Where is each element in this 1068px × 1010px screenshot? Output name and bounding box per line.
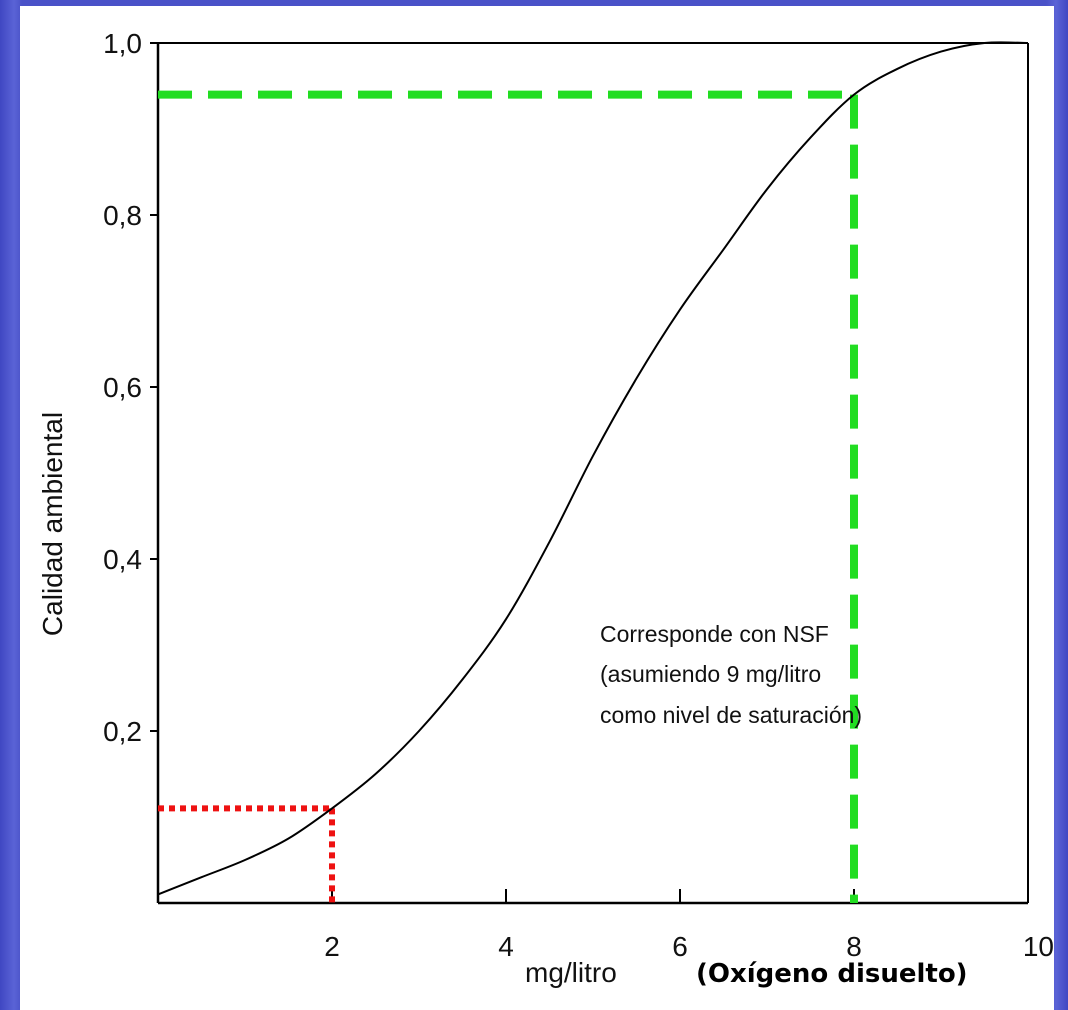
y-tick-label-1: 0,4 — [103, 544, 142, 575]
x-tick-label-4: 10 — [1023, 931, 1054, 962]
y-axis-title: Calidad ambiental — [37, 412, 68, 636]
x-axis-subtitle: (Oxígeno disuelto) — [696, 959, 968, 989]
x-tick-label-1: 4 — [498, 931, 514, 962]
annotation-line-3: como nivel de saturación) — [600, 702, 862, 728]
x-tick-label-2: 6 — [672, 931, 688, 962]
y-tick-label-2: 0,6 — [103, 372, 142, 403]
curve-layer — [157, 41, 1029, 896]
chart-panel — [20, 6, 1054, 1010]
annotation-line-1: Corresponde con NSF — [600, 621, 829, 647]
annotation: Corresponde con NSF (asumiendo 9 mg/litr… — [600, 621, 862, 728]
quality-curve — [157, 41, 1029, 896]
annotation-line-2: (asumiendo 9 mg/litro — [600, 661, 821, 687]
y-tick-label-0: 0,2 — [103, 716, 142, 747]
x-axis-title: mg/litro — [525, 957, 617, 988]
y-axis-ticks: 0,2 0,4 0,6 0,8 1,0 — [103, 28, 158, 747]
guide-lines — [158, 90, 858, 903]
x-axis-ticks: 2 4 6 8 10 — [324, 889, 1054, 962]
plot-frame — [156, 42, 1029, 905]
x-tick-label-3: 8 — [846, 931, 862, 962]
y-tick-label-3: 0,8 — [103, 200, 142, 231]
x-tick-label-0: 2 — [324, 931, 340, 962]
y-tick-label-4: 1,0 — [103, 28, 142, 59]
